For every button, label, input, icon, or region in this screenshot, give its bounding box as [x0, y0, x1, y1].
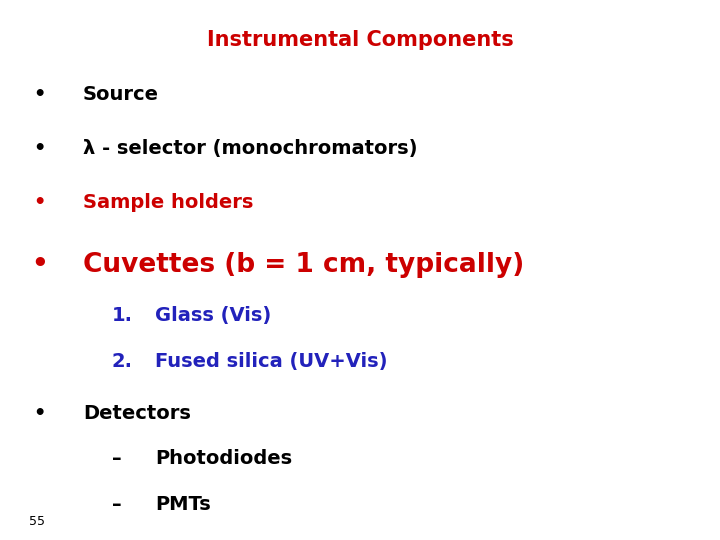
Text: Instrumental Components: Instrumental Components: [207, 30, 513, 50]
Text: •: •: [33, 193, 46, 212]
Text: Glass (Vis): Glass (Vis): [155, 306, 271, 326]
Text: •: •: [33, 403, 46, 423]
Text: Sample holders: Sample holders: [83, 193, 253, 212]
Text: Detectors: Detectors: [83, 403, 191, 423]
Text: •: •: [33, 139, 46, 158]
Text: 1.: 1.: [112, 306, 132, 326]
Text: Source: Source: [83, 85, 159, 104]
Text: Fused silica (UV+Vis): Fused silica (UV+Vis): [155, 352, 387, 372]
Text: Photodiodes: Photodiodes: [155, 449, 292, 469]
Text: PMTs: PMTs: [155, 495, 210, 515]
Text: –: –: [112, 495, 121, 515]
Text: Cuvettes (b = 1 cm, typically): Cuvettes (b = 1 cm, typically): [83, 252, 524, 278]
Text: 55: 55: [29, 515, 45, 528]
Text: •: •: [31, 252, 48, 278]
Text: 2.: 2.: [112, 352, 132, 372]
Text: λ - selector (monochromators): λ - selector (monochromators): [83, 139, 418, 158]
Text: –: –: [112, 449, 121, 469]
Text: •: •: [33, 85, 46, 104]
